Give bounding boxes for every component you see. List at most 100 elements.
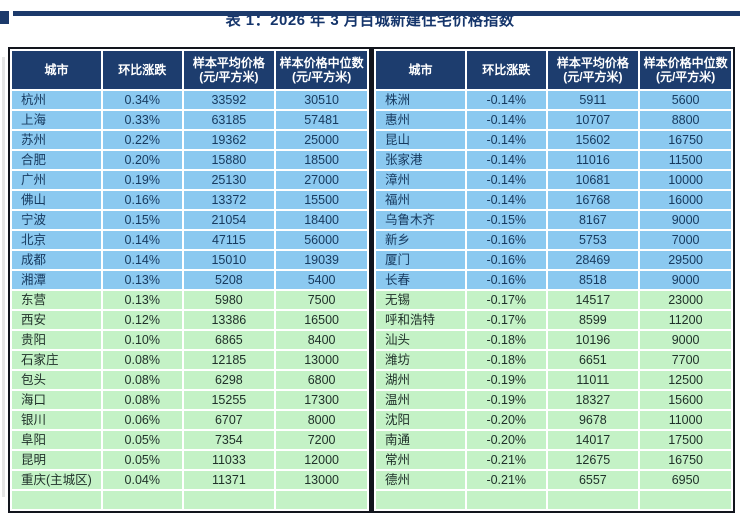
table-row: 昆明 0.05% 11033 12000 — [12, 451, 367, 469]
median-price-cell: 16750 — [640, 451, 731, 469]
city-cell: 海口 — [12, 391, 101, 409]
city-cell: 杭州 — [12, 91, 101, 109]
avg-price-cell: 15880 — [183, 151, 275, 169]
city-cell: 广州 — [12, 171, 101, 189]
city-cell: 贵阳 — [12, 331, 101, 349]
avg-price-cell: 28469 — [547, 251, 639, 269]
table-row: 厦门 -0.16% 28469 29500 — [376, 251, 731, 269]
avg-price-cell: 6298 — [183, 371, 275, 389]
avg-price-cell: 25130 — [183, 171, 275, 189]
median-price-cell: 10000 — [640, 171, 731, 189]
table-row: 海口 0.08% 15255 17300 — [12, 391, 367, 409]
median-price-cell: 15600 — [640, 391, 731, 409]
median-price-cell: 13000 — [276, 471, 367, 489]
avg-price-cell: 8518 — [547, 271, 639, 289]
city-cell: 德州 — [376, 471, 465, 489]
city-cell: 昆明 — [12, 451, 101, 469]
median-price-cell: 5400 — [276, 271, 367, 289]
table-row: 苏州 0.22% 19362 25000 — [12, 131, 367, 149]
median-price-cell: 6800 — [276, 371, 367, 389]
right-table: 城市 环比涨跌 样本平均价格 (元/平方米) 样本价格中位数 (元/平方米) 株… — [374, 49, 733, 511]
avg-price-cell: 12675 — [547, 451, 639, 469]
table-row: 汕头 -0.18% 10196 9000 — [376, 331, 731, 349]
table-row: 福州 -0.14% 16768 16000 — [376, 191, 731, 209]
avg-price-cell: 14517 — [547, 291, 639, 309]
avg-price-cell: 5208 — [183, 271, 275, 289]
header-median-price-line1: 样本价格中位数 — [643, 56, 728, 70]
header-median-price: 样本价格中位数 (元/平方米) — [276, 51, 367, 89]
table-row: 湖州 -0.19% 11011 12500 — [376, 371, 731, 389]
table-row: 阜阳 0.05% 7354 7200 — [12, 431, 367, 449]
city-cell: 湘潭 — [12, 271, 101, 289]
avg-price-cell: 16768 — [547, 191, 639, 209]
avg-price-cell: 47115 — [183, 231, 275, 249]
mom-change-cell: 0.10% — [102, 331, 182, 349]
median-price-cell: 16000 — [640, 191, 731, 209]
median-price-cell: 16750 — [640, 131, 731, 149]
city-cell: 惠州 — [376, 111, 465, 129]
table-row: 温州 -0.19% 18327 15600 — [376, 391, 731, 409]
mom-change-cell: -0.20% — [466, 411, 546, 429]
mom-change-cell: 0.04% — [102, 471, 182, 489]
city-cell: 西安 — [12, 311, 101, 329]
mom-change-cell: 0.08% — [102, 391, 182, 409]
mom-change-cell: 0.14% — [102, 231, 182, 249]
mom-change-cell: -0.17% — [466, 291, 546, 309]
city-cell: 佛山 — [12, 191, 101, 209]
avg-price-cell: 9678 — [547, 411, 639, 429]
right-table-header: 城市 环比涨跌 样本平均价格 (元/平方米) 样本价格中位数 (元/平方米) — [376, 51, 731, 89]
avg-price-cell: 15010 — [183, 251, 275, 269]
median-price-cell: 11000 — [640, 411, 731, 429]
table-row: 石家庄 0.08% 12185 13000 — [12, 351, 367, 369]
city-cell: 东营 — [12, 291, 101, 309]
mom-change-cell: 0.22% — [102, 131, 182, 149]
avg-price-cell — [183, 491, 275, 509]
table-row: 乌鲁木齐 -0.15% 8167 9000 — [376, 211, 731, 229]
table-divider — [369, 49, 374, 511]
table-row: 杭州 0.34% 33592 30510 — [12, 91, 367, 109]
mom-change-cell: -0.19% — [466, 391, 546, 409]
avg-price-cell: 5980 — [183, 291, 275, 309]
table-row: 银川 0.06% 6707 8000 — [12, 411, 367, 429]
header-avg-price-line2: (元/平方米) — [199, 70, 259, 84]
table-row: 重庆(主城区) 0.04% 11371 13000 — [12, 471, 367, 489]
median-price-cell: 56000 — [276, 231, 367, 249]
header-median-price-line2: (元/平方米) — [655, 70, 716, 84]
avg-price-cell: 18327 — [547, 391, 639, 409]
mom-change-cell: -0.14% — [466, 131, 546, 149]
mom-change-cell: -0.17% — [466, 311, 546, 329]
avg-price-cell: 7354 — [183, 431, 275, 449]
city-cell: 温州 — [376, 391, 465, 409]
mom-change-cell: 0.16% — [102, 191, 182, 209]
median-price-cell: 11500 — [640, 151, 731, 169]
city-cell: 呼和浩特 — [376, 311, 465, 329]
city-cell: 上海 — [12, 111, 101, 129]
avg-price-cell: 15602 — [547, 131, 639, 149]
median-price-cell: 5600 — [640, 91, 731, 109]
header-avg-price: 样本平均价格 (元/平方米) — [183, 51, 275, 89]
mom-change-cell: -0.18% — [466, 351, 546, 369]
table-row: 沈阳 -0.20% 9678 11000 — [376, 411, 731, 429]
median-price-cell: 11200 — [640, 311, 731, 329]
header-avg-price: 样本平均价格 (元/平方米) — [547, 51, 639, 89]
city-cell: 苏州 — [12, 131, 101, 149]
mom-change-cell: -0.14% — [466, 111, 546, 129]
header-mom-change: 环比涨跌 — [466, 51, 546, 89]
avg-price-cell — [547, 491, 639, 509]
median-price-cell: 7700 — [640, 351, 731, 369]
top-left-mark — [0, 11, 9, 24]
median-price-cell: 16500 — [276, 311, 367, 329]
table-row: 呼和浩特 -0.17% 8599 11200 — [376, 311, 731, 329]
header-row: 城市 环比涨跌 样本平均价格 (元/平方米) 样本价格中位数 (元/平方米) — [12, 51, 367, 89]
avg-price-cell: 6707 — [183, 411, 275, 429]
median-price-cell: 18400 — [276, 211, 367, 229]
median-price-cell: 19039 — [276, 251, 367, 269]
table-row: 长春 -0.16% 8518 9000 — [376, 271, 731, 289]
mom-change-cell: -0.18% — [466, 331, 546, 349]
mom-change-cell: -0.21% — [466, 471, 546, 489]
table-row: 成都 0.14% 15010 19039 — [12, 251, 367, 269]
avg-price-cell: 5753 — [547, 231, 639, 249]
mom-change-cell: -0.19% — [466, 371, 546, 389]
median-price-cell: 9000 — [640, 271, 731, 289]
city-cell: 重庆(主城区) — [12, 471, 101, 489]
